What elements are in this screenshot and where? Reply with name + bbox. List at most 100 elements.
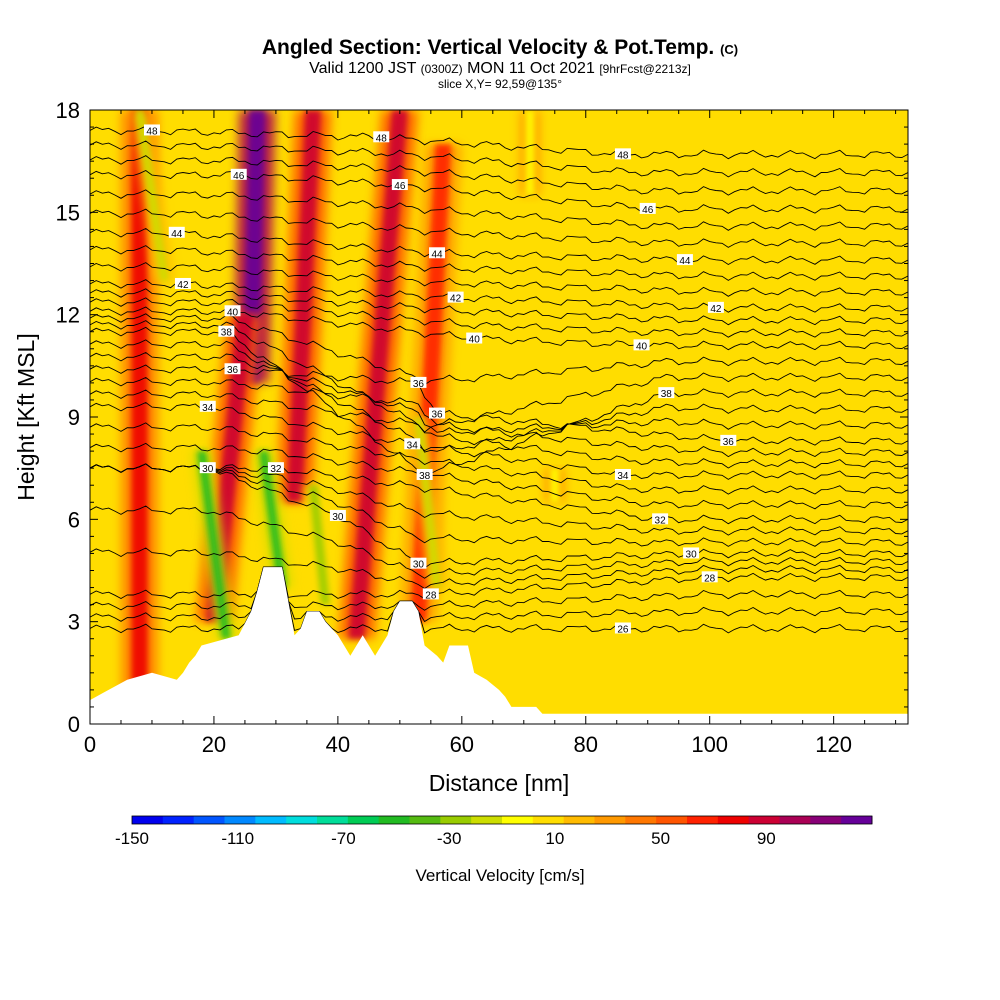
valid-zulu: (0300Z) (420, 62, 463, 76)
colorbar-swatch (132, 816, 164, 824)
contour-label-box (199, 400, 216, 412)
contour-label-32: 32 (655, 515, 667, 526)
contour-label-box (639, 202, 656, 214)
colorbar-swatch (317, 816, 349, 824)
valid-prefix: Valid 1200 JST (309, 60, 417, 77)
colorbar-swatch (286, 816, 318, 824)
velocity-plume-core-7 (259, 451, 287, 588)
y-axis-title: Height [Kft MSL] (13, 333, 39, 500)
contour-label-box (614, 622, 631, 634)
y-tick-label: 18 (56, 98, 80, 123)
contour-28-sub2 (90, 505, 908, 579)
contour-label-36: 36 (723, 437, 735, 448)
velocity-plume-core-11 (525, 110, 535, 196)
colorbar-swatch (440, 816, 472, 824)
contour-label-30: 30 (686, 549, 698, 560)
contour-label-box (466, 332, 483, 344)
y-tick-label: 6 (68, 507, 80, 532)
contour-32-sub1 (90, 442, 908, 510)
colorbar-swatch (687, 816, 719, 824)
x-tick-label: 80 (574, 732, 598, 757)
y-tick-label: 15 (56, 200, 80, 225)
contour-label-34: 34 (407, 440, 419, 451)
colorbar-tick-label: -110 (221, 829, 254, 848)
contour-label-46: 46 (642, 205, 654, 216)
colorbar-swatch (224, 816, 256, 824)
velocity-plume-core-9 (413, 417, 442, 588)
colorbar-swatch (255, 816, 287, 824)
contour-labels: 26 28 28 30 30 30 30 32 32 34 34 34 36 36 36 36 38 38 38 40… (143, 124, 737, 635)
contour-label-42: 42 (177, 280, 189, 291)
contour-40-sub1 (90, 297, 908, 338)
colorbar-swatch (532, 816, 565, 824)
contour-label-44: 44 (171, 229, 183, 240)
contour-40-sub2 (90, 288, 908, 326)
contour-label-34: 34 (202, 403, 214, 414)
contour-label-26: 26 (617, 624, 629, 635)
contour-44-sub1 (90, 208, 908, 248)
colorbar-frame (131, 815, 873, 825)
velocity-plume-core-2 (348, 110, 408, 639)
y-tick-label: 9 (68, 405, 80, 430)
y-tick-label: 0 (68, 712, 80, 737)
contour-label-32: 32 (270, 464, 282, 475)
contour-36-sub1 (90, 351, 908, 435)
colorbar-swatch (563, 816, 595, 824)
contour-42-sub2 (90, 245, 908, 281)
x-tick-label: 120 (815, 732, 852, 757)
contour-label-box (429, 407, 446, 419)
contour-label-36: 36 (227, 365, 239, 376)
contour-label-box (614, 148, 631, 160)
theta-contours (90, 125, 908, 634)
contour-label-box (373, 131, 390, 143)
contour-label-30: 30 (332, 512, 344, 523)
contour-label-40: 40 (469, 335, 481, 346)
contour-30-sub1 (90, 463, 908, 547)
y-tick-label: 3 (68, 610, 80, 635)
contour-34-sub2 (90, 376, 908, 458)
contour-label-38: 38 (221, 328, 233, 339)
contour-label-box (416, 468, 433, 480)
contour-label-box (218, 325, 235, 337)
plot-area: 26 28 28 30 30 30 30 32 32 34 34 34 36 36 36 36 38 38 38 40… (89, 109, 909, 725)
contour-32 (90, 463, 908, 525)
contour-44-sub2 (90, 189, 908, 231)
contour-label-36: 36 (413, 379, 425, 390)
contour-48 (90, 125, 908, 160)
colorbar-swatch (625, 816, 657, 824)
y-tick-label: 12 (56, 303, 80, 328)
x-tick-label: 60 (450, 732, 474, 757)
contour-42 (90, 279, 908, 313)
contour-label-box (652, 513, 669, 525)
contour-label-box (633, 339, 650, 351)
contour-label-box (267, 462, 284, 474)
colorbar-swatch (656, 816, 688, 824)
velocity-plume-core-12 (550, 468, 560, 503)
colorbar: -150 -110 -70 -30 10 50 90 (115, 815, 873, 848)
contour-label-box (676, 254, 693, 266)
contour-label-box (199, 462, 216, 474)
contour-34-sub1 (90, 389, 908, 469)
contour-label-28: 28 (425, 590, 437, 601)
contour-label-box (410, 557, 427, 569)
contour-46-sub1 (90, 155, 908, 196)
colorbar-swatch (717, 816, 750, 824)
contour-label-48: 48 (376, 133, 388, 144)
contour-36-sub2 (90, 339, 908, 453)
contour-label-38: 38 (661, 389, 673, 400)
terrain (90, 567, 908, 724)
colorbar-swatch (841, 816, 873, 824)
contour-label-box (174, 277, 191, 289)
colorbar-swatch (162, 816, 195, 824)
velocity-plume-core-8 (308, 485, 330, 605)
contour-46-sub2 (90, 140, 908, 178)
contour-label-30: 30 (202, 464, 214, 475)
contour-label-box (658, 387, 675, 399)
chart-subtitle: Valid 1200 JST (0300Z) MON 11 Oct 2021 [… (0, 60, 1000, 78)
x-tick-label: 40 (326, 732, 350, 757)
chart-title-text: Angled Section: Vertical Velocity & Pot.… (261, 36, 715, 59)
contour-28 (90, 566, 908, 600)
contour-label-46: 46 (394, 181, 406, 192)
